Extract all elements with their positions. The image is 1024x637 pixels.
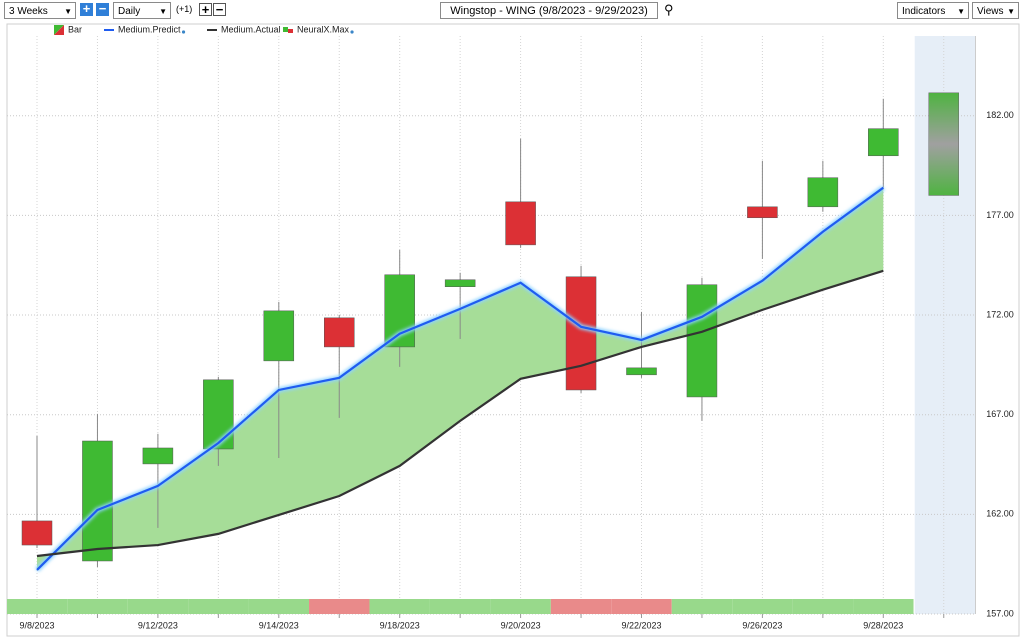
- legend-icon: [283, 27, 288, 32]
- y-tick-label: 162.00: [986, 509, 1014, 519]
- indicators-select[interactable]: Indicators ▼: [897, 2, 969, 19]
- signal-cell: [732, 599, 793, 614]
- frame: [6, 23, 1020, 637]
- indicators-text: Indicators: [902, 6, 946, 17]
- x-tick-label: 9/14/2023: [259, 620, 299, 630]
- legend-dot: [350, 30, 354, 34]
- y-tick-label: 182.00: [986, 110, 1014, 120]
- forecast-range: [928, 92, 959, 196]
- signal-cell: [429, 599, 491, 614]
- candle-body: [263, 310, 295, 362]
- legend-label: NeuralX.Max: [297, 24, 350, 34]
- spread-area: [37, 187, 884, 570]
- x-tick-label: 9/12/2023: [138, 620, 178, 630]
- offset-minus[interactable]: −: [213, 3, 226, 16]
- signal-cell: [7, 599, 68, 614]
- series-line: [36, 269, 884, 558]
- candle-body: [21, 520, 53, 546]
- y-tick-label: 177.00: [986, 210, 1014, 220]
- interval-select[interactable]: Daily ▼: [113, 2, 171, 19]
- candle-body: [82, 440, 113, 562]
- candle-body: [686, 284, 718, 398]
- signal-cell: [188, 599, 249, 614]
- signal-cell: [671, 599, 733, 614]
- legend-dot: [181, 30, 186, 34]
- signal-cell: [792, 599, 854, 614]
- x-tick-label: 9/28/2023: [863, 620, 903, 630]
- candle-body: [868, 128, 899, 157]
- signal-cell: [67, 599, 128, 614]
- candle-body: [324, 317, 355, 348]
- x-tick-label: 9/8/2023: [19, 620, 54, 630]
- period-select[interactable]: 3 Weeks ▼: [4, 2, 76, 19]
- legend-label: Medium.Actual: [221, 24, 281, 34]
- views-select[interactable]: Views ▼: [972, 2, 1019, 19]
- interval-text: Daily: [118, 6, 141, 17]
- candle-body: [565, 276, 597, 391]
- x-tick-label: 9/18/2023: [380, 620, 420, 630]
- offset-label: (+1): [176, 4, 193, 14]
- candle-body: [444, 279, 476, 287]
- add-button[interactable]: +: [80, 2, 93, 16]
- chart-title: Wingstop - WING (9/8/2023 - 9/29/2023): [440, 2, 658, 19]
- y-tick-label: 172.00: [986, 309, 1014, 319]
- signal-cell: [490, 599, 551, 614]
- offset-plus[interactable]: +: [199, 3, 212, 16]
- legend-icon: [288, 29, 293, 33]
- signal-cell: [611, 599, 672, 614]
- signal-cell: [853, 599, 914, 614]
- legend-label: Medium.Predict: [118, 24, 181, 34]
- candle-body: [203, 379, 234, 450]
- candle-body: [142, 447, 174, 465]
- legend-label: Bar: [68, 24, 82, 34]
- signal-cell: [309, 599, 370, 614]
- search-icon[interactable]: ⚲: [664, 2, 674, 17]
- period-text: 3 Weeks: [9, 6, 48, 17]
- y-tick-label: 157.00: [986, 608, 1014, 618]
- x-tick-label: 9/20/2023: [501, 620, 541, 630]
- chart: 157.00 162.00 167.00 172.00 177.00 182.00 9/8/…: [6, 23, 1020, 637]
- remove-button[interactable]: −: [96, 2, 109, 16]
- x-tick-label: 9/22/2023: [621, 620, 661, 630]
- candle-body: [505, 201, 536, 246]
- candle-body: [747, 206, 778, 219]
- signal-cell: [369, 599, 430, 614]
- candle-body: [807, 177, 839, 208]
- signal-cell: [127, 599, 189, 614]
- signal-cell: [248, 599, 310, 614]
- views-text: Views: [977, 6, 1004, 17]
- y-tick-label: 167.00: [986, 409, 1014, 419]
- series-line: [36, 186, 884, 571]
- signal-cell: [550, 599, 612, 614]
- candle-body: [626, 367, 657, 376]
- x-tick-label: 9/26/2023: [742, 620, 782, 630]
- legend-icon: [54, 25, 64, 35]
